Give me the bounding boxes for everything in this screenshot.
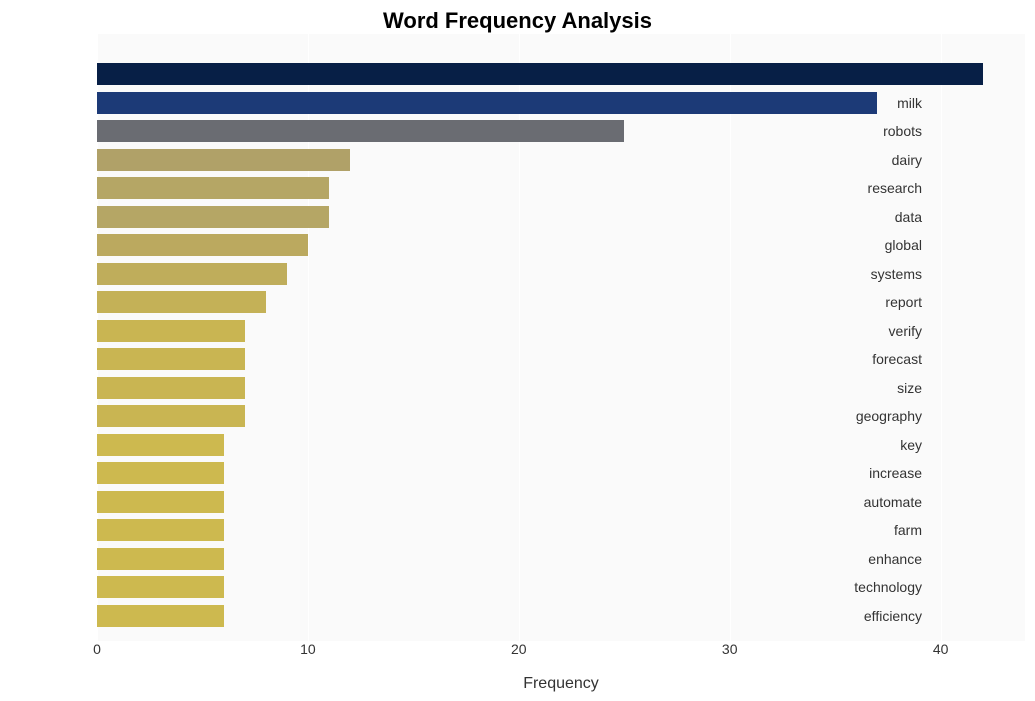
bar-row: increase (97, 459, 1025, 488)
bar (97, 234, 308, 256)
category-label: farm (832, 516, 922, 545)
x-tick-label: 30 (722, 641, 738, 657)
bar-row: global (97, 231, 1025, 260)
category-label: systems (832, 260, 922, 289)
category-label: forecast (832, 345, 922, 374)
bar-row: farm (97, 516, 1025, 545)
category-label: technology (832, 573, 922, 602)
bar-row: enhance (97, 545, 1025, 574)
x-axis: 010203040 (97, 641, 1025, 669)
bar (97, 63, 983, 85)
bar (97, 348, 245, 370)
x-tick-label: 10 (300, 641, 316, 657)
bar-row: research (97, 174, 1025, 203)
bar-row: verify (97, 317, 1025, 346)
category-label: research (832, 174, 922, 203)
x-tick-label: 20 (511, 641, 527, 657)
category-label: geography (832, 402, 922, 431)
bar (97, 120, 624, 142)
bar (97, 92, 877, 114)
chart-title: Word Frequency Analysis (0, 8, 1035, 34)
plot-area: marketmilkrobotsdairyresearchdataglobals… (97, 34, 1025, 641)
x-tick-label: 0 (93, 641, 101, 657)
category-label: verify (832, 317, 922, 346)
bar (97, 149, 350, 171)
bar (97, 263, 287, 285)
category-label: dairy (832, 146, 922, 175)
bar-row: geography (97, 402, 1025, 431)
bar-row: forecast (97, 345, 1025, 374)
category-label: automate (832, 488, 922, 517)
bar (97, 206, 329, 228)
word-frequency-chart: Word Frequency Analysis marketmilkrobots… (0, 0, 1035, 701)
bar (97, 462, 224, 484)
bar (97, 576, 224, 598)
bar (97, 405, 245, 427)
bar (97, 519, 224, 541)
category-label: increase (832, 459, 922, 488)
bar (97, 548, 224, 570)
bar-row: robots (97, 117, 1025, 146)
bar (97, 434, 224, 456)
bar-row: milk (97, 89, 1025, 118)
category-label: data (832, 203, 922, 232)
category-label: robots (832, 117, 922, 146)
bar-row: data (97, 203, 1025, 232)
bar (97, 320, 245, 342)
bar (97, 605, 224, 627)
bar-row: market (97, 60, 1025, 89)
bar (97, 377, 245, 399)
bar (97, 177, 329, 199)
bar-row: efficiency (97, 602, 1025, 631)
bar-row: size (97, 374, 1025, 403)
category-label: report (832, 288, 922, 317)
x-tick-label: 40 (933, 641, 949, 657)
x-axis-label: Frequency (97, 675, 1025, 693)
bar-row: report (97, 288, 1025, 317)
category-label: global (832, 231, 922, 260)
bar (97, 291, 266, 313)
bar (97, 491, 224, 513)
bar-row: dairy (97, 146, 1025, 175)
category-label: size (832, 374, 922, 403)
category-label: efficiency (832, 602, 922, 631)
bar-row: systems (97, 260, 1025, 289)
bar-row: key (97, 431, 1025, 460)
bar-row: technology (97, 573, 1025, 602)
category-label: enhance (832, 545, 922, 574)
category-label: key (832, 431, 922, 460)
bar-row: automate (97, 488, 1025, 517)
